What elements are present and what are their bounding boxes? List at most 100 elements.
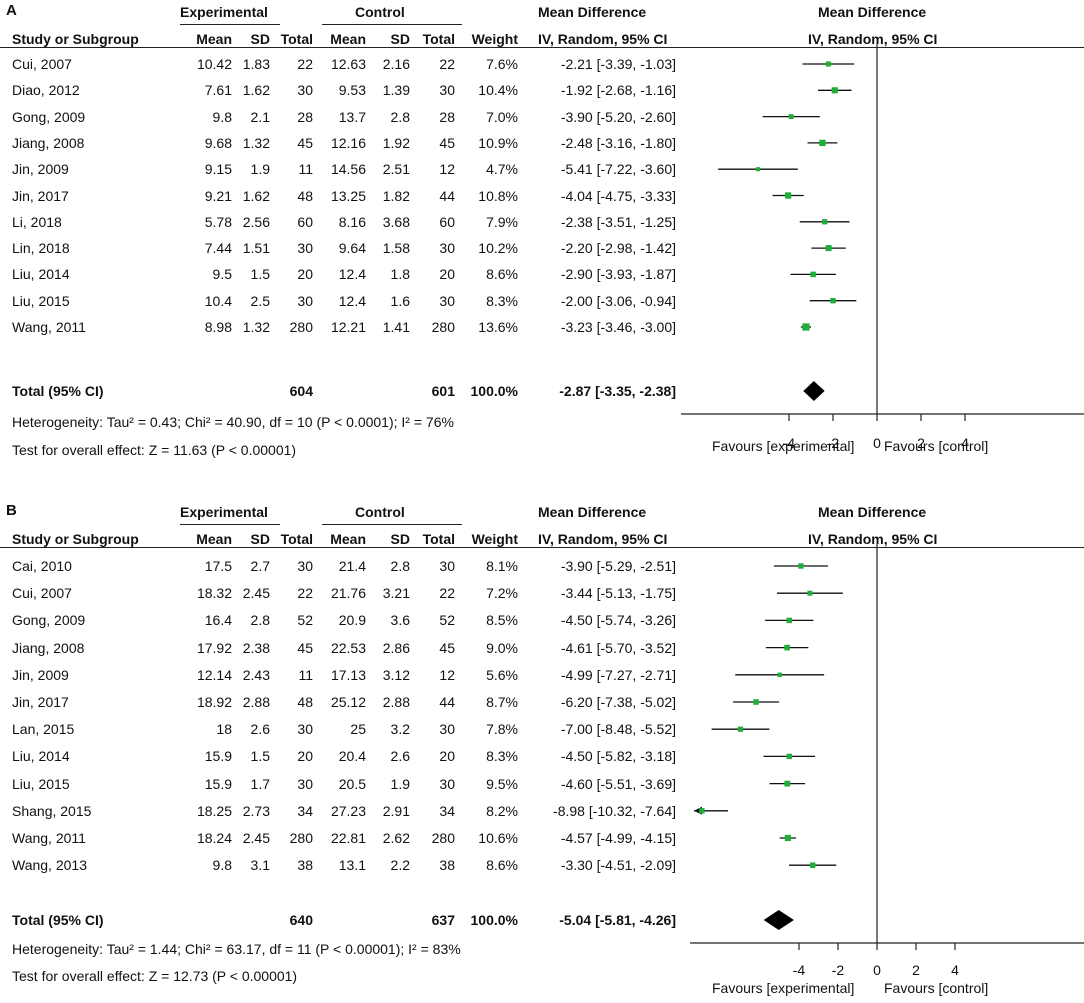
cell-cm: 20.9 [338, 612, 366, 629]
study-point [831, 87, 838, 94]
cell-csd: 2.88 [382, 694, 410, 710]
cell-ci_text: -5.41 [-7.22, -3.60] [560, 161, 676, 178]
total-exp-n: 604 [289, 383, 313, 399]
col-weight: Weight [471, 531, 518, 547]
cell-cn: 38 [439, 857, 455, 874]
panel-label: B [6, 502, 17, 519]
cell-en: 22 [297, 585, 313, 602]
column-header-rule [0, 547, 1084, 548]
cell-weight: 13.6% [478, 319, 518, 335]
cell-weight: 8.6% [486, 857, 518, 874]
cell-cm: 20.4 [338, 748, 366, 765]
cell-csd: 1.58 [382, 240, 410, 257]
total-weight: 100.0% [470, 912, 518, 928]
cell-en: 280 [289, 830, 313, 846]
cell-cm: 20.5 [338, 775, 366, 792]
cell-em: 9.8 [212, 857, 232, 874]
header-rule [180, 524, 280, 525]
cell-weight: 8.2% [486, 802, 518, 819]
col-ctl-mean: Mean [330, 31, 366, 47]
cell-csd: 3.6 [390, 612, 410, 629]
total-ctl-n: 601 [431, 383, 455, 399]
cell-ci_text: -2.90 [-3.93, -1.87] [560, 266, 676, 283]
cell-weight: 9.5% [486, 775, 518, 792]
cell-weight: 7.2% [486, 585, 518, 602]
study-point [807, 590, 813, 596]
cell-cn: 22 [439, 56, 455, 72]
cell-esd: 2.73 [242, 802, 270, 819]
cell-cm: 12.63 [330, 56, 366, 72]
cell-weight: 8.6% [486, 266, 518, 283]
cell-study: Jin, 2017 [12, 187, 69, 204]
cell-cn: 30 [439, 721, 455, 738]
cell-en: 11 [298, 666, 313, 683]
total-exp-n: 640 [289, 912, 313, 928]
cell-cn: 52 [439, 612, 455, 629]
favours-control-label: Favours [control] [884, 980, 989, 996]
cell-ci_text: -4.50 [-5.74, -3.26] [560, 612, 676, 629]
cell-ci_text: -6.20 [-7.38, -5.02] [560, 694, 676, 710]
total-label: Total (95% CI) [12, 912, 104, 928]
cell-study: Shang, 2015 [12, 802, 92, 819]
study-point [825, 245, 832, 252]
study-point [784, 192, 792, 199]
cell-em: 17.92 [196, 639, 232, 656]
cell-cn: 20 [439, 266, 455, 283]
cell-en: 30 [297, 721, 313, 738]
overall-effect-text: Test for overall effect: Z = 11.63 (P < … [12, 442, 297, 458]
cell-csd: 1.9 [390, 775, 410, 792]
cell-ci_text: -4.61 [-5.70, -3.52] [560, 639, 676, 656]
cell-csd: 2.62 [382, 830, 410, 846]
cell-cm: 21.76 [330, 585, 366, 602]
cell-csd: 1.39 [382, 82, 410, 99]
favours-control-label: Favours [control] [884, 438, 989, 454]
cell-weight: 10.8% [478, 187, 518, 204]
cell-em: 18.92 [196, 694, 232, 710]
study-point [825, 61, 831, 67]
col-ci: IV, Random, 95% CI [538, 531, 668, 547]
cell-em: 9.15 [204, 161, 232, 178]
cell-study: Cui, 2007 [12, 56, 72, 72]
cell-cm: 12.4 [338, 266, 366, 283]
header-rule [180, 24, 280, 25]
cell-cn: 60 [439, 213, 455, 230]
cell-em: 18.32 [196, 585, 232, 602]
cell-en: 45 [297, 639, 313, 656]
total-ci: -5.04 [-5.81, -4.26] [559, 912, 676, 928]
cell-study: Wang, 2013 [12, 857, 87, 874]
cell-weight: 9.0% [486, 639, 518, 656]
cell-en: 30 [297, 82, 313, 99]
cell-study: Li, 2018 [12, 213, 62, 230]
cell-cm: 27.23 [330, 802, 366, 819]
cell-esd: 2.45 [242, 585, 270, 602]
col-ci-plot: IV, Random, 95% CI [808, 31, 938, 47]
cell-cn: 22 [439, 585, 455, 602]
cell-em: 18 [216, 721, 232, 738]
cell-study: Wang, 2011 [12, 830, 86, 846]
cell-em: 16.4 [204, 612, 232, 629]
cell-cn: 44 [439, 694, 455, 710]
col-weight: Weight [471, 31, 518, 47]
favours-experimental-label: Favours [experimental] [712, 980, 855, 996]
cell-cm: 25.12 [330, 694, 366, 710]
cell-en: 11 [298, 161, 313, 178]
cell-em: 10.4 [204, 292, 232, 309]
header-mean-difference: Mean Difference [538, 504, 647, 520]
cell-ci_text: -3.44 [-5.13, -1.75] [560, 585, 676, 602]
cell-ci_text: -2.21 [-3.39, -1.03] [560, 56, 676, 72]
col-ctl-mean: Mean [330, 531, 366, 547]
col-ctl-total: Total [422, 531, 455, 547]
pooled-diamond [763, 910, 794, 930]
x-tick-label: -4 [782, 435, 796, 451]
cell-cn: 28 [439, 108, 455, 125]
cell-ci_text: -2.38 [-3.51, -1.25] [560, 213, 676, 230]
cell-ci_text: -2.00 [-3.06, -0.94] [560, 292, 676, 309]
study-point [786, 617, 792, 624]
cell-study: Jiang, 2008 [12, 639, 85, 656]
cell-study: Gong, 2009 [12, 108, 86, 125]
cell-cm: 14.56 [330, 161, 366, 178]
study-point [784, 780, 791, 787]
cell-en: 30 [297, 292, 313, 309]
cell-ci_text: -4.50 [-5.82, -3.18] [560, 748, 676, 765]
cell-ci_text: -3.23 [-3.46, -3.00] [560, 319, 676, 335]
